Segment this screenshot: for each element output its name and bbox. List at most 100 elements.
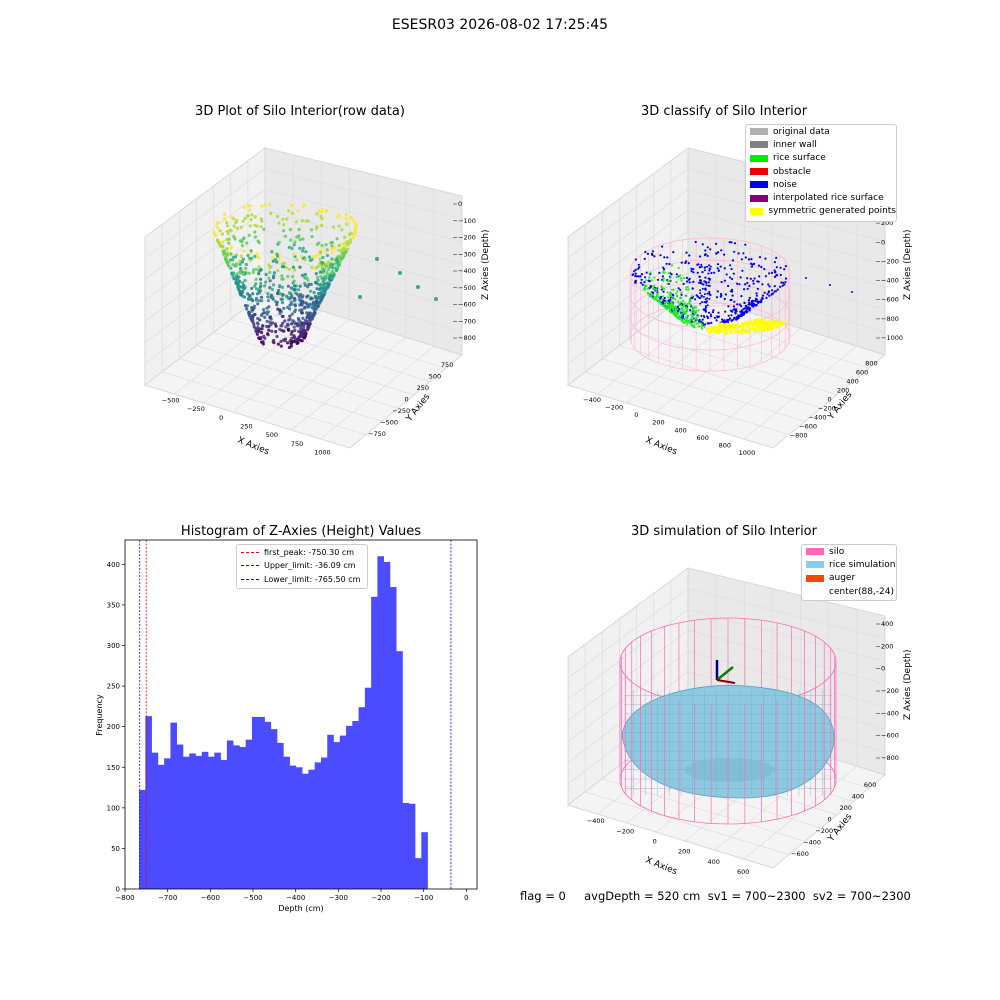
raw-point xyxy=(250,307,254,312)
status-line: flag = 0 avgDepth = 520 cm sv1 = 700~230… xyxy=(520,889,911,903)
noise-point xyxy=(640,281,643,284)
raw-point xyxy=(323,277,327,281)
noise-point xyxy=(634,272,637,275)
raw-point xyxy=(327,267,331,271)
raw-point xyxy=(293,268,297,272)
raw-point xyxy=(316,265,320,269)
raw-point xyxy=(290,330,294,334)
noise-point xyxy=(704,310,708,313)
raw-point xyxy=(337,248,341,252)
raw-point xyxy=(260,204,264,208)
raw-point xyxy=(327,277,331,281)
raw-point xyxy=(324,243,328,247)
noise-point xyxy=(732,272,735,275)
raw-point xyxy=(277,240,281,244)
y-tick-label: 750 xyxy=(441,361,453,369)
raw-point xyxy=(358,295,362,299)
raw-point xyxy=(323,291,327,295)
raw-point xyxy=(317,252,321,256)
x-tick-label: 400 xyxy=(708,858,720,866)
raw-point xyxy=(300,339,304,343)
raw-point xyxy=(252,304,257,308)
raw-point xyxy=(262,308,266,312)
raw-point xyxy=(216,226,220,230)
raw-point xyxy=(330,263,334,267)
raw-point xyxy=(263,315,267,319)
raw-point xyxy=(320,264,324,268)
raw-point xyxy=(299,326,303,331)
raw-point xyxy=(247,271,251,275)
raw-point xyxy=(235,226,239,230)
noise-point xyxy=(672,251,675,254)
raw-point xyxy=(225,237,229,242)
raw-point xyxy=(398,271,402,275)
noise-point xyxy=(668,262,671,266)
raw-point xyxy=(260,312,264,316)
raw-point xyxy=(293,291,298,295)
raw-point xyxy=(279,344,283,348)
noise-point xyxy=(779,266,782,269)
z-tick-label: −800 xyxy=(881,754,899,762)
noise-point xyxy=(731,277,734,281)
x-tick-label: 200 xyxy=(678,848,690,856)
raw-point xyxy=(265,324,269,328)
raw-point xyxy=(232,235,236,239)
noise-point xyxy=(653,255,656,258)
raw-point xyxy=(351,234,355,238)
noise-point xyxy=(743,288,746,291)
raw-point xyxy=(269,211,273,216)
raw-point xyxy=(321,261,325,265)
x-tick-label: 600 xyxy=(737,868,749,876)
raw-point xyxy=(302,336,307,340)
raw-point xyxy=(314,272,318,276)
raw-point xyxy=(305,322,309,326)
legend-swatch xyxy=(806,588,824,595)
noise-point xyxy=(696,295,699,298)
raw-point xyxy=(317,241,321,245)
noise-point xyxy=(724,310,727,313)
x-tick-label: −400 xyxy=(587,817,605,825)
noise-point xyxy=(662,290,665,293)
raw-point xyxy=(323,274,327,278)
raw-point xyxy=(294,220,298,224)
raw-point xyxy=(348,240,352,245)
raw-point xyxy=(245,241,249,245)
raw-point xyxy=(244,266,248,271)
noise-point xyxy=(741,269,744,272)
x-tick-label: 1000 xyxy=(314,449,331,457)
raw-point xyxy=(221,244,225,248)
raw-point xyxy=(290,339,294,343)
legend-swatch xyxy=(806,574,824,582)
y-tick-label: 500 xyxy=(429,372,441,380)
raw-point xyxy=(319,214,323,219)
raw-point xyxy=(294,322,298,326)
raw-point xyxy=(235,262,239,266)
raw-point xyxy=(274,330,278,334)
raw-point xyxy=(259,335,263,340)
noise-point xyxy=(783,283,786,286)
raw-point xyxy=(295,235,299,239)
noise-point xyxy=(755,298,759,301)
raw-point xyxy=(238,259,242,263)
raw-point xyxy=(278,308,282,312)
noise-point xyxy=(730,267,733,271)
noise-point xyxy=(743,301,746,305)
raw-point xyxy=(230,272,234,276)
raw-point xyxy=(258,318,262,322)
z-tick-label: −300 xyxy=(458,250,476,258)
x-tick-label: −250 xyxy=(187,405,205,413)
noise-point xyxy=(773,269,776,272)
raw-point xyxy=(255,287,259,291)
noise-point xyxy=(704,249,707,252)
classify-point-cloud xyxy=(631,240,853,336)
raw-point xyxy=(318,262,322,266)
raw-point xyxy=(289,286,294,290)
raw-point xyxy=(344,250,348,254)
raw-point xyxy=(328,265,332,269)
raw-point xyxy=(268,203,272,207)
raw-point xyxy=(296,209,300,213)
raw-point xyxy=(225,229,229,233)
raw-point xyxy=(244,262,248,267)
z-tick-label: −800 xyxy=(458,334,476,342)
raw-point xyxy=(310,265,314,270)
